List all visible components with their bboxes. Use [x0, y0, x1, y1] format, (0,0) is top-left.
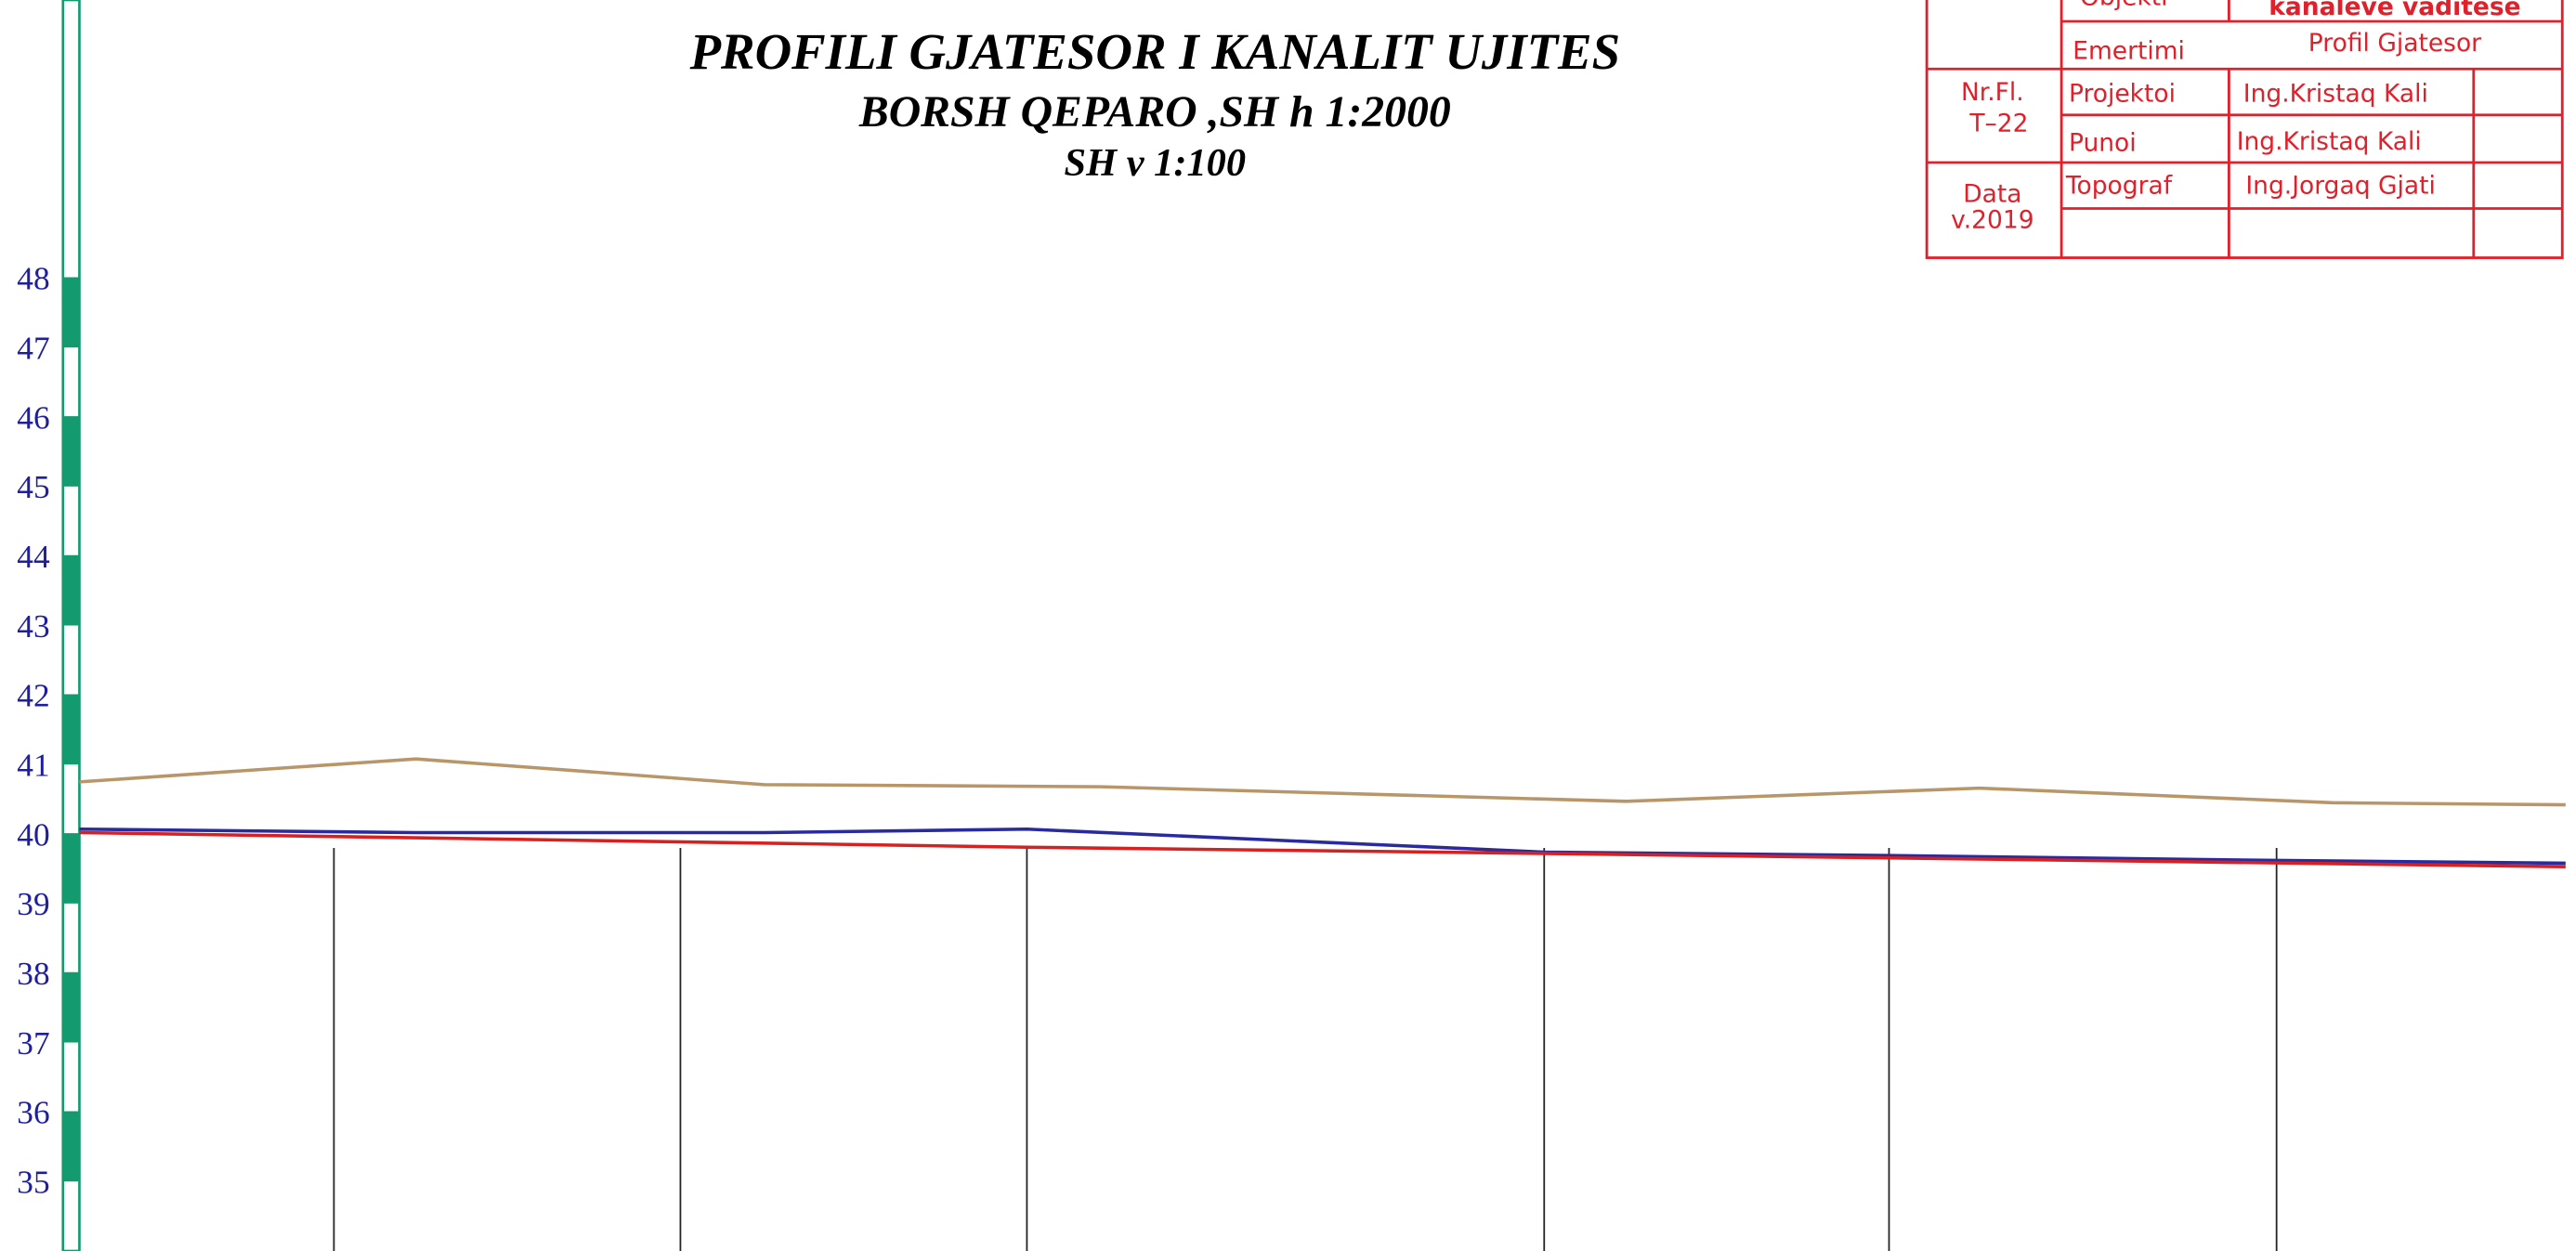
ruler-segment	[62, 695, 80, 765]
y-tick-label: 47	[17, 330, 49, 367]
value: Ing.Kristaq Kali	[2243, 80, 2428, 109]
y-tick-label: 40	[17, 815, 49, 853]
y-tick-label: 45	[17, 468, 49, 505]
sheet: T–22	[1968, 109, 2028, 137]
title: PROFILI GJATESOR I KANALIT UJITES	[689, 23, 1621, 80]
scale: SH v 1:100	[1065, 141, 1247, 185]
ruler-segment	[62, 555, 80, 626]
y-tick-label: 41	[17, 747, 49, 784]
label: Nr.Fl.	[1961, 78, 2024, 107]
y-tick-label: 38	[17, 955, 49, 992]
y-tick-label: 39	[17, 885, 49, 922]
y-tick-label: 36	[17, 1094, 49, 1131]
ruler-segment	[62, 278, 80, 348]
year: v.2019	[1951, 206, 2034, 235]
value: Ing.Kristaq Kali	[2237, 127, 2422, 156]
value: Profil Gjatesor	[2308, 29, 2481, 58]
y-tick-label: 44	[17, 538, 50, 575]
profile-line	[79, 830, 2566, 868]
y-tick-label: 42	[17, 677, 49, 714]
label: Punoi	[2069, 129, 2137, 158]
label: Topograf	[2065, 172, 2173, 201]
label: Objekti	[2080, 0, 2167, 11]
label: Emertimi	[2073, 37, 2185, 66]
ruler-segment	[62, 417, 80, 487]
subtitle: BORSH QEPARO ,SH h 1:2000	[858, 87, 1451, 137]
value: kanaleve vaditese	[2269, 0, 2520, 21]
y-tick-label: 43	[17, 607, 49, 645]
profile-line	[79, 757, 2566, 807]
ruler-segment	[62, 834, 80, 904]
value: Ing.Jorgaq Gjati	[2245, 172, 2436, 201]
ruler-segment	[62, 972, 80, 1043]
y-tick-label: 35	[17, 1164, 49, 1201]
y-tick-label: 48	[17, 260, 49, 297]
title-block	[1925, 0, 2564, 259]
ruler-segment	[62, 1112, 80, 1182]
label: Projektoi	[2069, 80, 2176, 109]
y-tick-label: 46	[17, 398, 49, 436]
label: Data	[1963, 179, 2021, 208]
y-tick-label: 37	[17, 1024, 49, 1062]
profile-line	[79, 827, 2566, 866]
